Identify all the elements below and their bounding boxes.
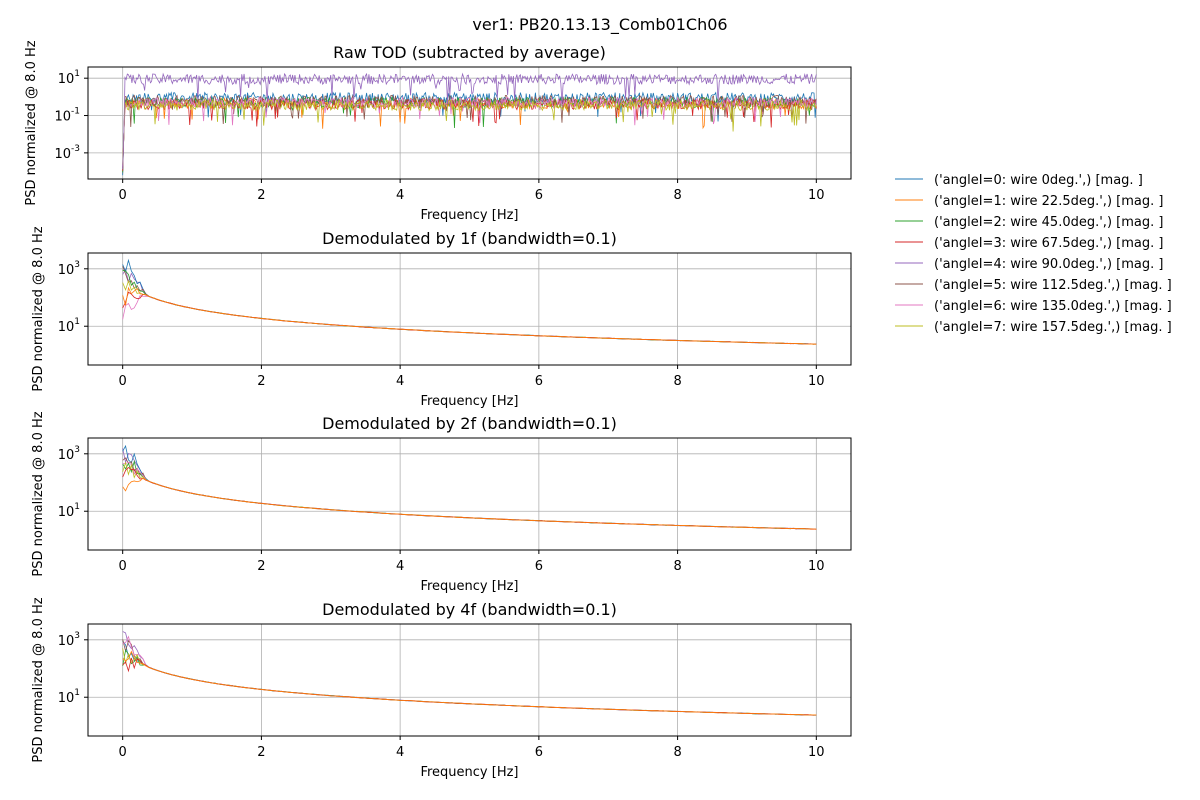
x-tick-label: 6 — [535, 559, 543, 574]
x-tick-label: 2 — [257, 374, 265, 389]
y-tick-label: 103 — [58, 631, 80, 649]
axes-frame — [87, 66, 852, 180]
y-tick-label: 10-3 — [54, 144, 80, 162]
x-tick-label: 0 — [119, 188, 127, 203]
panels: 0 2 4 6 8 10 10-3 10-1 101 Raw TOD (subtracted by… — [24, 40, 852, 780]
y-tick-label: 10-1 — [54, 107, 80, 125]
legend-label: ('angleI=5: wire 112.5deg.',) [mag. ] — [934, 278, 1172, 293]
series-line-4 — [122, 72, 817, 170]
series-line-3 — [122, 291, 817, 345]
legend-item: ('angleI=1: wire 22.5deg.',) [mag. ] — [895, 194, 1163, 209]
series-line-3 — [122, 467, 817, 530]
series-line-7 — [122, 648, 817, 716]
x-tick-label: 0 — [119, 374, 127, 389]
legend-item: ('angleI=5: wire 112.5deg.',) [mag. ] — [895, 278, 1172, 293]
x-axis-label: Frequency [Hz] — [420, 394, 518, 409]
legend-label: ('angleI=0: wire 0deg.',) [mag. ] — [934, 173, 1143, 188]
y-axis-label: PSD normalized @ 8.0 Hz — [31, 597, 46, 762]
series-group — [122, 72, 817, 176]
series-line-4 — [122, 448, 817, 530]
legend-item: ('angleI=6: wire 135.0deg.',) [mag. ] — [895, 299, 1172, 314]
y-tick-label: 103 — [58, 445, 80, 463]
x-tick-label: 10 — [808, 188, 825, 203]
series-line-6 — [122, 295, 817, 345]
x-tick-label: 10 — [808, 559, 825, 574]
legend-item: ('angleI=3: wire 67.5deg.',) [mag. ] — [895, 236, 1163, 251]
panel-title: Demodulated by 4f (bandwidth=0.1) — [322, 600, 617, 619]
series-line-5 — [122, 457, 817, 530]
legend-item: ('angleI=0: wire 0deg.',) [mag. ] — [895, 173, 1143, 188]
panel-title: Raw TOD (subtracted by average) — [333, 43, 606, 62]
x-axis-label: Frequency [Hz] — [420, 765, 518, 780]
x-tick-label: 10 — [808, 374, 825, 389]
y-tick-label: 101 — [58, 69, 80, 87]
legend-label: ('angleI=6: wire 135.0deg.',) [mag. ] — [934, 299, 1172, 314]
series-line-3 — [122, 657, 817, 716]
x-tick-label: 2 — [257, 559, 265, 574]
x-tick-label: 0 — [119, 745, 127, 760]
axes-frame — [87, 623, 852, 737]
x-tick-label: 8 — [673, 745, 681, 760]
series-line-6 — [122, 95, 817, 167]
x-tick-label: 4 — [396, 188, 404, 203]
x-axis-label: Frequency [Hz] — [420, 208, 518, 223]
x-tick-label: 4 — [396, 374, 404, 389]
legend-label: ('angleI=4: wire 90.0deg.',) [mag. ] — [934, 257, 1163, 272]
panel-1: 0 2 4 6 8 10 101 103 Demodulated by 1f (bandwidt… — [31, 226, 852, 409]
figure-suptitle: ver1: PB20.13.13_Comb01Ch06 — [472, 15, 727, 35]
series-line-6 — [122, 461, 817, 530]
x-tick-label: 4 — [396, 745, 404, 760]
legend-label: ('angleI=7: wire 157.5deg.',) [mag. ] — [934, 320, 1172, 335]
series-group — [122, 258, 817, 345]
series-group — [122, 444, 817, 530]
series-line-7 — [122, 98, 817, 165]
panel-2: 0 2 4 6 8 10 101 103 Demodulated by 2f (bandwidt… — [31, 411, 852, 594]
x-tick-label: 2 — [257, 745, 265, 760]
series-line-1 — [122, 650, 817, 716]
legend: ('angleI=0: wire 0deg.',) [mag. ] ('angle… — [895, 173, 1172, 335]
series-group — [122, 631, 817, 716]
y-tick-label: 101 — [58, 317, 80, 335]
series-line-2 — [122, 649, 817, 716]
x-tick-label: 6 — [535, 374, 543, 389]
y-axis-label: PSD normalized @ 8.0 Hz — [31, 411, 46, 576]
series-line-0 — [122, 444, 817, 530]
x-axis-label: Frequency [Hz] — [420, 579, 518, 594]
panel-title: Demodulated by 2f (bandwidth=0.1) — [322, 414, 617, 433]
axes-frame — [87, 252, 852, 366]
y-tick-label: 101 — [58, 688, 80, 706]
x-tick-label: 8 — [673, 188, 681, 203]
x-tick-label: 10 — [808, 745, 825, 760]
x-tick-label: 6 — [535, 745, 543, 760]
y-axis-label: PSD normalized @ 8.0 Hz — [24, 40, 39, 205]
legend-label: ('angleI=3: wire 67.5deg.',) [mag. ] — [934, 236, 1163, 251]
axes-frame — [87, 437, 852, 551]
legend-item: ('angleI=2: wire 45.0deg.',) [mag. ] — [895, 215, 1163, 230]
series-line-1 — [122, 286, 817, 345]
x-tick-label: 0 — [119, 559, 127, 574]
series-line-7 — [122, 279, 817, 345]
series-line-1 — [122, 477, 817, 530]
panel-3: 0 2 4 6 8 10 101 103 Demodulated by 4f (bandwidt… — [31, 597, 852, 780]
series-line-4 — [122, 631, 817, 716]
y-tick-label: 103 — [58, 260, 80, 278]
y-axis-label: PSD normalized @ 8.0 Hz — [31, 226, 46, 391]
x-tick-label: 4 — [396, 559, 404, 574]
x-tick-label: 8 — [673, 559, 681, 574]
legend-item: ('angleI=4: wire 90.0deg.',) [mag. ] — [895, 257, 1163, 272]
legend-item: ('angleI=7: wire 157.5deg.',) [mag. ] — [895, 320, 1172, 335]
series-line-2 — [122, 459, 817, 530]
panel-title: Demodulated by 1f (bandwidth=0.1) — [322, 229, 617, 248]
x-tick-label: 6 — [535, 188, 543, 203]
panel-0: 0 2 4 6 8 10 10-3 10-1 101 Raw TOD (subtracted by… — [24, 40, 852, 223]
x-tick-label: 2 — [257, 188, 265, 203]
series-line-0 — [122, 258, 817, 345]
legend-label: ('angleI=1: wire 22.5deg.',) [mag. ] — [934, 194, 1163, 209]
x-tick-label: 8 — [673, 374, 681, 389]
y-tick-label: 101 — [58, 502, 80, 520]
series-line-7 — [122, 461, 817, 530]
legend-label: ('angleI=2: wire 45.0deg.',) [mag. ] — [934, 215, 1163, 230]
